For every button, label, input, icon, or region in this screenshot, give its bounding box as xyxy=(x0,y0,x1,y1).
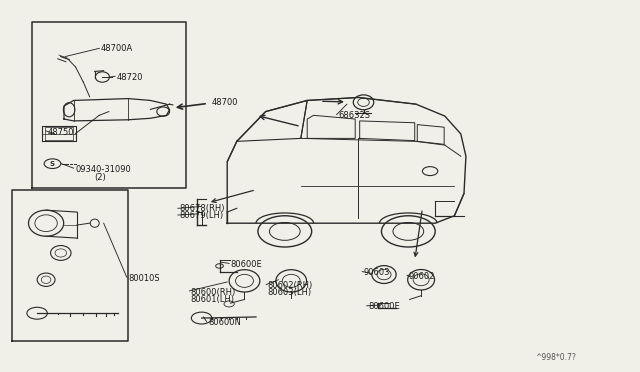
Text: ^998*0.7?: ^998*0.7? xyxy=(535,353,576,362)
Text: 80603(LH): 80603(LH) xyxy=(268,288,312,297)
Text: 80678(RH): 80678(RH) xyxy=(179,204,225,213)
Text: S: S xyxy=(50,161,55,167)
Text: 90603: 90603 xyxy=(364,268,390,277)
Text: 48700: 48700 xyxy=(211,98,237,107)
Text: (2): (2) xyxy=(95,173,106,182)
Text: 48700A: 48700A xyxy=(101,44,133,53)
Text: 80600E: 80600E xyxy=(230,260,262,269)
Text: 80600(RH): 80600(RH) xyxy=(191,288,236,296)
Text: 48750: 48750 xyxy=(47,128,74,137)
Text: 90602: 90602 xyxy=(408,272,435,280)
Text: 80602(RH): 80602(RH) xyxy=(268,281,313,290)
Text: 80679(LH): 80679(LH) xyxy=(179,211,223,220)
Text: 68632S: 68632S xyxy=(338,111,370,120)
Text: 80010S: 80010S xyxy=(128,274,159,283)
Text: 80600N: 80600N xyxy=(208,318,241,327)
Text: 09340-31090: 09340-31090 xyxy=(76,165,131,174)
Text: 48720: 48720 xyxy=(117,73,143,81)
Text: 80600E: 80600E xyxy=(368,302,400,311)
Text: 80601(LH): 80601(LH) xyxy=(191,295,235,304)
